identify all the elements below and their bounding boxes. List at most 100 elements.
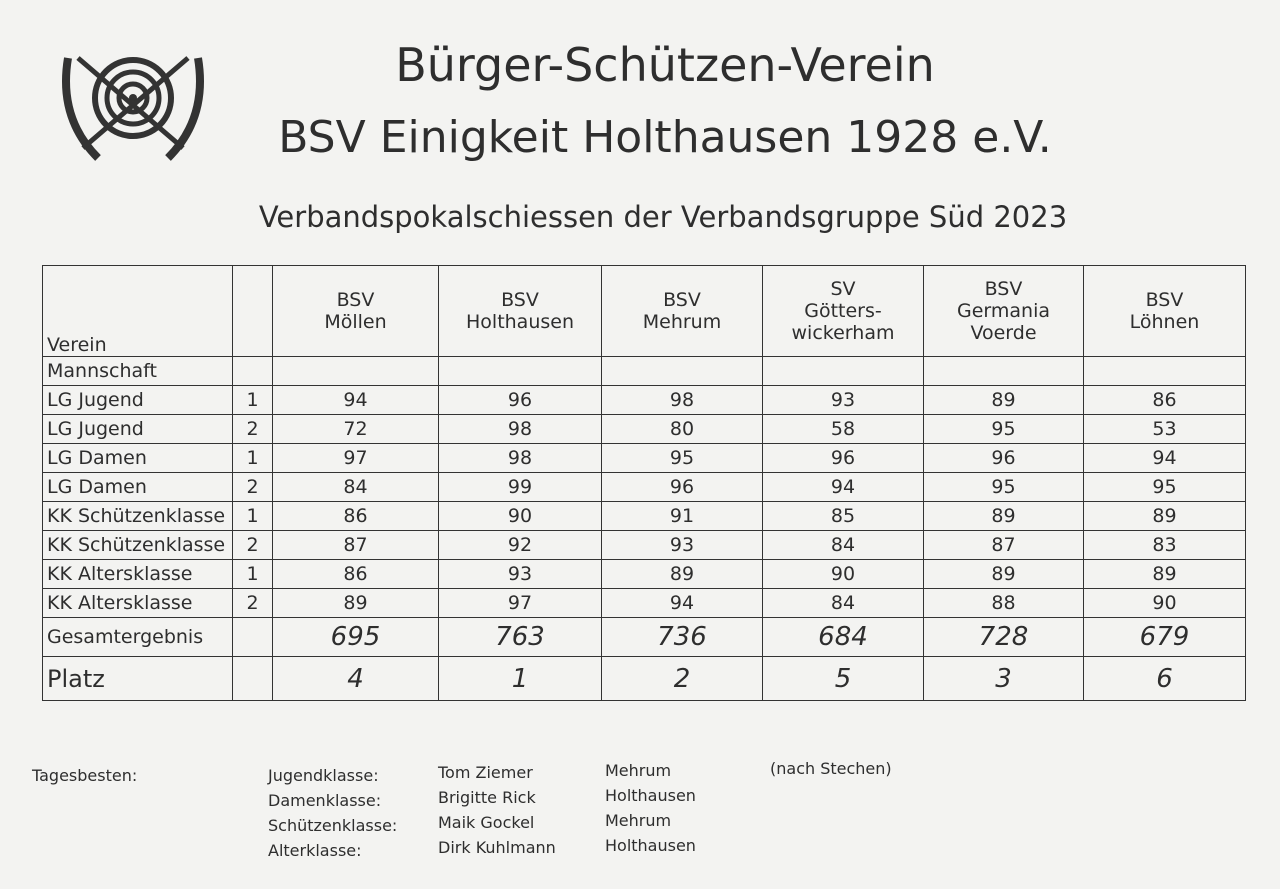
cell [232, 265, 273, 357]
award-class: Damenklasse: [268, 791, 382, 810]
row-label: KK Schützenklasse [42, 530, 233, 560]
score-row: KK Schützenklasse 2 87 92 93 84 87 83 [42, 530, 1246, 560]
score-cell: 89 [923, 501, 1084, 531]
score-cell: 90 [762, 559, 924, 589]
team-number: 1 [232, 559, 273, 589]
score-cell: 90 [438, 501, 602, 531]
award-club: Holthausen [605, 836, 696, 855]
score-cell: 94 [272, 385, 439, 415]
score-row: KK Schützenklasse 1 86 90 91 85 89 89 [42, 501, 1246, 531]
award-club: Holthausen [605, 786, 696, 805]
score-cell: 97 [438, 588, 602, 618]
title-line: BSV Einigkeit Holthausen 1928 e.V. [278, 112, 1052, 163]
row-label: Gesamtergebnis [42, 617, 233, 657]
team-number: 2 [232, 414, 273, 444]
award-club: Mehrum [605, 811, 672, 830]
team-name-line: Germania [956, 300, 1050, 322]
score-cell: 93 [762, 385, 924, 415]
cell [232, 656, 273, 701]
row-label: LG Damen [42, 443, 233, 473]
row-label: KK Altersklasse [42, 559, 233, 589]
score-cell: 90 [1083, 588, 1246, 618]
cell [272, 356, 439, 386]
score-row: LG Jugend 2 72 98 80 58 95 53 [42, 414, 1246, 444]
team-name-line: BSV [336, 289, 375, 311]
team-name-line: BSV [984, 278, 1023, 300]
score-cell: 96 [762, 443, 924, 473]
score-cell: 80 [601, 414, 763, 444]
rank-row: Platz 4 1 2 5 3 6 [42, 656, 1246, 701]
score-cell: 94 [1083, 443, 1246, 473]
team-number: 2 [232, 472, 273, 502]
award-name: Brigitte Rick [438, 788, 536, 807]
score-row: LG Damen 1 97 98 95 96 96 94 [42, 443, 1246, 473]
team-name-line: Löhnen [1129, 311, 1200, 333]
cell [1083, 356, 1246, 386]
team-name-line: Holthausen [466, 311, 574, 333]
team-header: BSV Löhnen [1083, 265, 1246, 357]
score-cell: 83 [1083, 530, 1246, 560]
team-header: BSV Mehrum [601, 265, 763, 357]
title-line: Bürger-Schützen-Verein [395, 38, 935, 92]
team-header: BSV Holthausen [438, 265, 602, 357]
score-cell: 85 [762, 501, 924, 531]
score-row: KK Altersklasse 1 86 93 89 90 89 89 [42, 559, 1246, 589]
score-cell: 96 [438, 385, 602, 415]
score-cell: 94 [601, 588, 763, 618]
value-cell: 6 [1083, 656, 1246, 701]
team-number: 1 [232, 443, 273, 473]
score-cell: 58 [762, 414, 924, 444]
results-table: Verein BSV Möllen BSV Holthausen BSV Mehrum SV G… [42, 265, 1246, 701]
score-cell: 89 [923, 559, 1084, 589]
team-number: 1 [232, 501, 273, 531]
score-cell: 93 [601, 530, 763, 560]
team-number: 1 [232, 385, 273, 415]
team-number: 2 [232, 588, 273, 618]
score-cell: 84 [762, 530, 924, 560]
corner-cell: Verein [42, 265, 233, 357]
value-cell: 763 [438, 617, 602, 657]
cell [923, 356, 1084, 386]
team-name-line: Mehrum [642, 311, 722, 333]
score-cell: 95 [923, 414, 1084, 444]
score-cell: 91 [601, 501, 763, 531]
score-cell: 95 [601, 443, 763, 473]
team-name-line: BSV [1145, 289, 1184, 311]
team-header: BSV Germania Voerde [923, 265, 1084, 357]
team-number: 2 [232, 530, 273, 560]
value-cell: 736 [601, 617, 763, 657]
team-name-line: Möllen [324, 311, 387, 333]
score-cell: 97 [272, 443, 439, 473]
award-class: Jugendklasse: [268, 766, 379, 785]
subheader-cell: Mannschaft [42, 356, 233, 386]
row-label: Platz [42, 656, 233, 701]
team-name-line: BSV [663, 289, 701, 311]
cell [762, 356, 924, 386]
award-name: Dirk Kuhlmann [438, 838, 556, 857]
score-cell: 89 [272, 588, 439, 618]
value-cell: 5 [762, 656, 924, 701]
score-cell: 89 [1083, 501, 1246, 531]
team-name-line: SV [830, 278, 856, 300]
value-cell: 2 [601, 656, 763, 701]
award-name: Tom Ziemer [438, 763, 533, 782]
team-header: BSV Möllen [272, 265, 439, 357]
award-name: Maik Gockel [438, 813, 535, 832]
score-cell: 98 [438, 414, 602, 444]
header-row: Verein BSV Möllen BSV Holthausen BSV Mehrum SV G… [42, 265, 1246, 357]
value-cell: 695 [272, 617, 439, 657]
score-cell: 84 [272, 472, 439, 502]
row-label: LG Jugend [42, 385, 233, 415]
subheader-row: Mannschaft [42, 356, 1246, 386]
score-cell: 87 [923, 530, 1084, 560]
score-cell: 95 [1083, 472, 1246, 502]
score-cell: 99 [438, 472, 602, 502]
award-club: Mehrum [605, 761, 672, 780]
subtitle: Verbandspokalschiessen der Verbandsgrupp… [258, 200, 1068, 234]
award-class: Alterklasse: [268, 841, 362, 860]
row-label: LG Damen [42, 472, 233, 502]
value-cell: 684 [762, 617, 924, 657]
score-row: LG Damen 2 84 99 96 94 95 95 [42, 472, 1246, 502]
cell [601, 356, 763, 386]
